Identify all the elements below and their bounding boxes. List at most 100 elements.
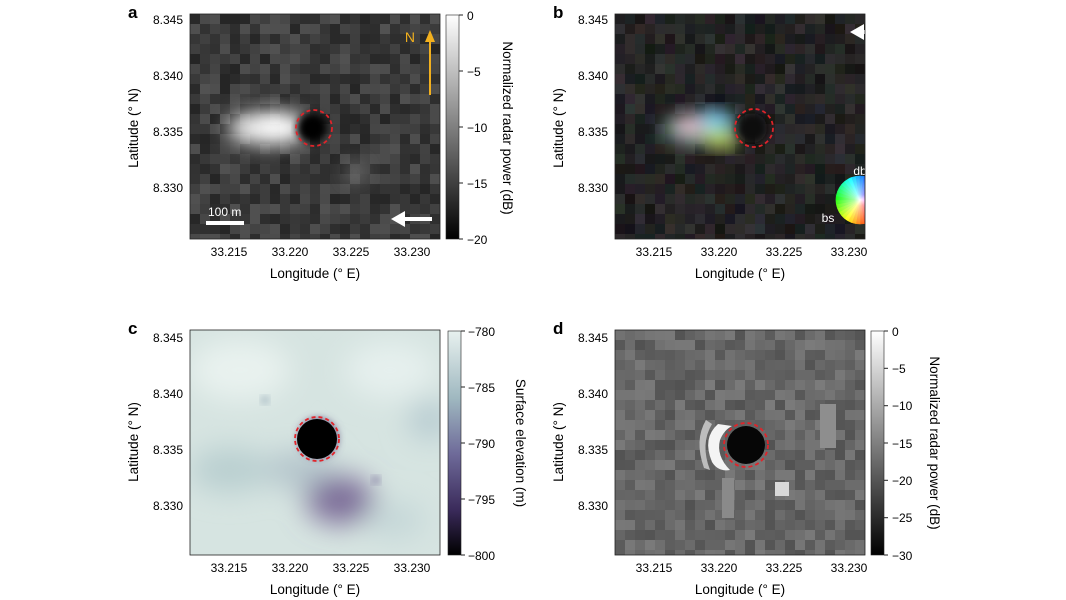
texture-cell [200,164,210,174]
texture-cell [310,64,320,74]
texture-cell [240,154,250,164]
texture-cell [715,390,725,400]
texture-cell [795,234,805,239]
texture-cell [645,44,655,54]
texture-cell [665,510,675,520]
colorbar-tick: −30 [892,549,913,563]
texture-cell [250,84,260,94]
texture-cell [380,164,390,174]
texture-cell [290,184,300,194]
texture-cell [615,44,625,54]
texture-cell [400,194,410,204]
texture-cell [705,94,715,104]
texture-cell [370,74,380,84]
texture-cell [855,234,865,239]
texture-cell [775,194,785,204]
texture-cell [675,350,685,360]
texture-cell [675,390,685,400]
texture-cell [765,14,775,24]
texture-cell [615,430,625,440]
texture-cell [270,144,280,154]
texture-cell [755,540,765,550]
texture-cell [200,34,210,44]
texture-cell [825,74,835,84]
texture-cell [835,530,845,540]
texture-cell [280,44,290,54]
texture-cell [635,550,645,555]
texture-cell [310,34,320,44]
texture-cell [200,214,210,224]
texture-cell [410,174,420,184]
texture-cell [835,94,845,104]
texture-cell [745,370,755,380]
texture-cell [635,174,645,184]
texture-cell [785,490,795,500]
texture-cell [855,460,865,470]
texture-cell [685,214,695,224]
texture-cell [665,440,675,450]
texture-cell [685,234,695,239]
texture-cell [655,420,665,430]
texture-cell [795,224,805,234]
texture-cell [270,74,280,84]
texture-cell [785,520,795,530]
texture-cell [340,134,350,144]
texture-cell [835,74,845,84]
x-tick: 33.220 [701,561,738,575]
texture-cell [795,74,805,84]
texture-cell [625,214,635,224]
texture-cell [390,234,400,239]
texture-cell [775,14,785,24]
texture-cell [665,490,675,500]
texture-cell [330,224,340,234]
texture-cell [220,144,230,154]
texture-cell [380,234,390,239]
texture-cell [845,24,855,34]
texture-cell [300,144,310,154]
texture-cell [685,24,695,34]
texture-cell [735,44,745,54]
texture-cell [695,194,705,204]
texture-cell [200,144,210,154]
texture-cell [220,134,230,144]
texture-cell [705,104,715,114]
texture-cell [220,114,230,124]
texture-cell [645,34,655,44]
texture-cell [755,74,765,84]
texture-cell [735,204,745,214]
texture-cell [705,380,715,390]
texture-cell [645,500,655,510]
texture-cell [695,380,705,390]
texture-cell [635,44,645,54]
texture-cell [785,360,795,370]
texture-cell [330,24,340,34]
texture-cell [855,510,865,520]
texture-cell [735,550,745,555]
texture-cell [845,154,855,164]
texture-cell [270,234,280,239]
texture-cell [755,330,765,340]
texture-cell [210,44,220,54]
texture-cell [625,550,635,555]
texture-cell [775,204,785,214]
texture-cell [300,94,310,104]
texture-cell [270,34,280,44]
texture-cell [785,224,795,234]
texture-cell [615,400,625,410]
wheel-label-db: db [853,164,867,178]
texture-cell [675,74,685,84]
texture-cell [625,490,635,500]
texture-cell [290,234,300,239]
texture-cell [430,204,440,214]
texture-cell [350,104,360,114]
texture-cell [380,64,390,74]
texture-cell [705,470,715,480]
texture-cell [260,104,270,114]
texture-cell [665,64,675,74]
texture-cell [805,34,815,44]
texture-cell [765,440,775,450]
texture-cell [665,204,675,214]
texture-cell [655,400,665,410]
texture-cell [685,194,695,204]
texture-cell [220,44,230,54]
